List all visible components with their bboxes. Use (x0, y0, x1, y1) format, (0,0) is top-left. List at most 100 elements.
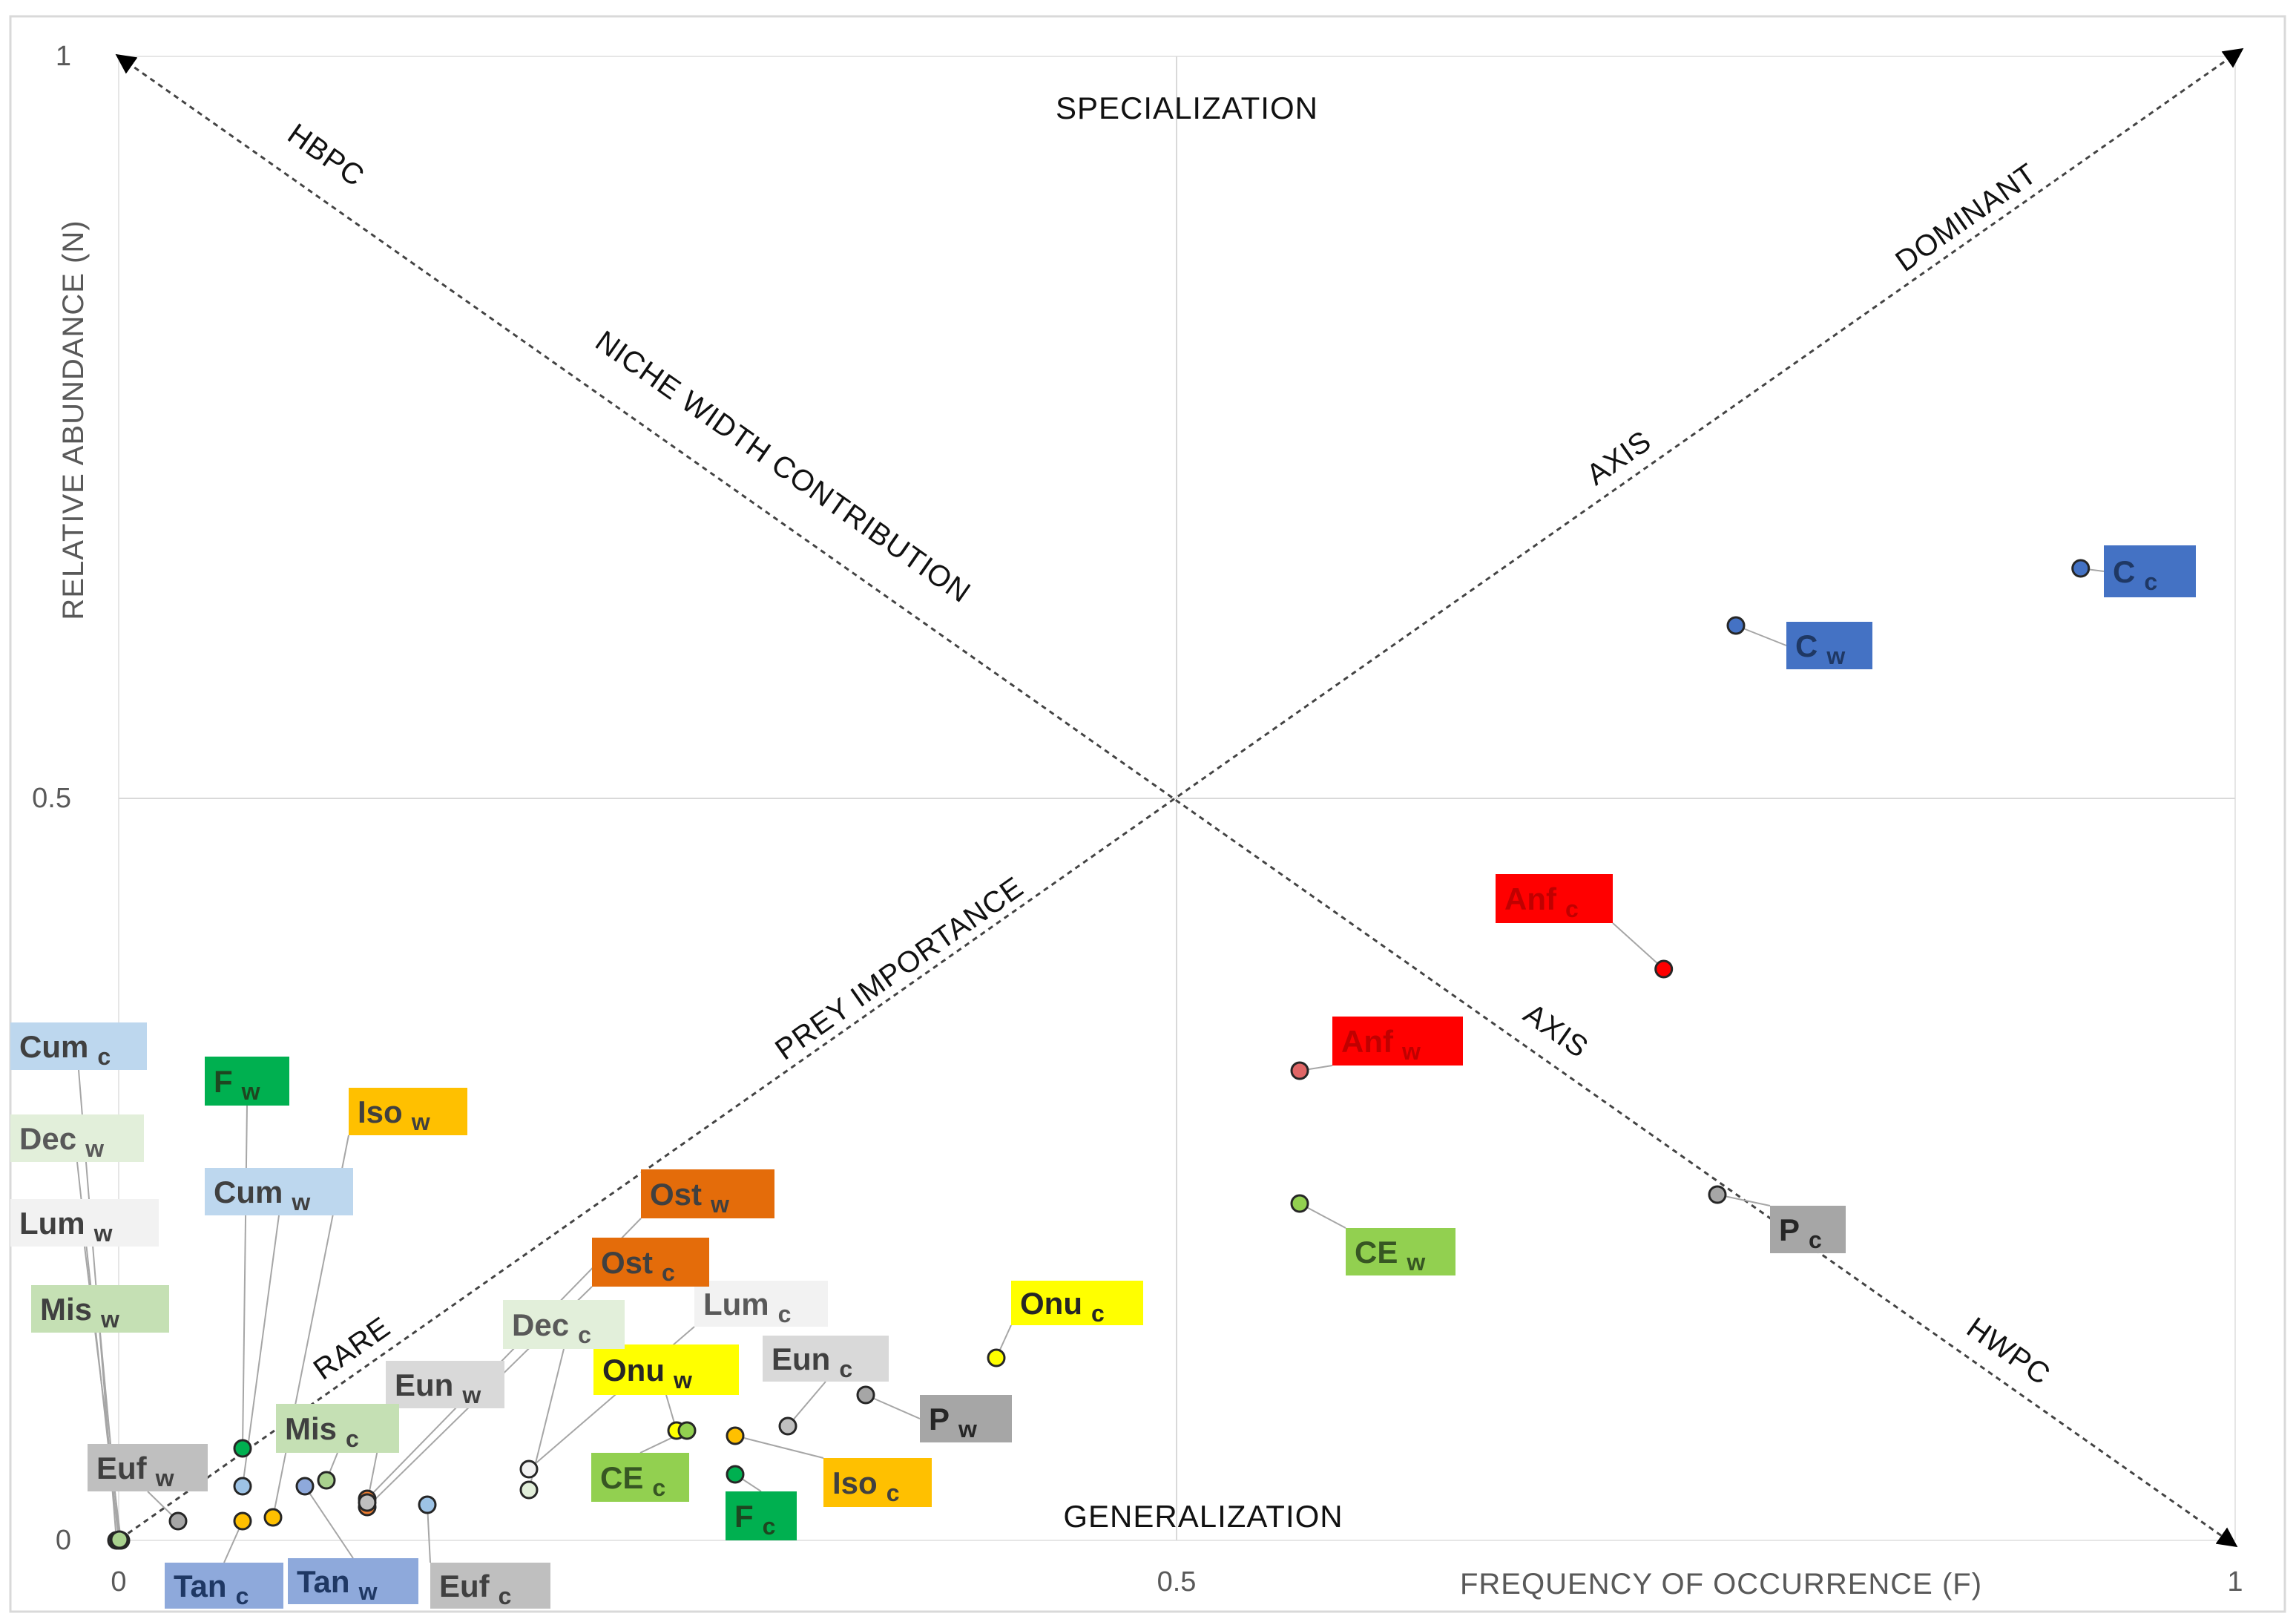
point-label-cum-w: Cum w (214, 1175, 310, 1215)
data-point-onu-c (987, 1348, 1006, 1367)
point-label-tan-w: Tan w (297, 1564, 378, 1605)
point-label-onu-w: Onu w (602, 1353, 692, 1393)
label-box-lum-c (694, 1281, 828, 1327)
plot-area (115, 47, 2244, 1548)
label-box-mis-w (31, 1285, 169, 1333)
point-label-dec-w: Dec w (19, 1121, 104, 1162)
x-axis-title: FREQUENCY OF OCCURRENCE (F) (1460, 1568, 1982, 1600)
point-label-dec-c: Dec c (512, 1307, 591, 1348)
leader-line-p-w (865, 1394, 921, 1419)
data-point-tan-w (295, 1477, 315, 1496)
label-box-dec-w (10, 1114, 144, 1162)
data-point-p-w (856, 1385, 875, 1405)
label-box-anf-w (1332, 1017, 1463, 1066)
label-box-iso-c (823, 1458, 932, 1507)
point-label-ce-w: CE w (1355, 1235, 1425, 1275)
point-label-anf-w: Anf w (1341, 1024, 1421, 1065)
label-box-ost-w (641, 1169, 774, 1218)
hwpc-label: HWPC (1961, 1311, 2056, 1391)
axis-lower-label: AXIS (1518, 997, 1594, 1065)
data-point-iso-w (263, 1508, 283, 1527)
data-point-p-c (1708, 1185, 1727, 1204)
point-label-eun-c: Eun c (772, 1342, 852, 1382)
point-label-lum-c: Lum c (703, 1287, 791, 1327)
label-box-ost-c (592, 1238, 709, 1287)
data-point-ce-c (677, 1421, 697, 1440)
leader-line-eun-c (787, 1381, 826, 1427)
data-point-mis-w (110, 1530, 129, 1549)
data-point-euf-w (168, 1511, 188, 1531)
niche-width-label: NICHE WIDTH CONTRIBUTION (590, 324, 977, 609)
leader-line-euf-c (427, 1504, 431, 1563)
data-point-anf-w (1290, 1061, 1309, 1080)
data-point-c-w (1726, 616, 1746, 635)
label-box-euf-c (430, 1563, 550, 1609)
point-label-euf-c: Euf c (439, 1569, 511, 1609)
y-tick-1: 1 (56, 41, 71, 72)
label-box-ce-w (1346, 1228, 1455, 1275)
point-label-tan-c: Tan c (174, 1569, 249, 1609)
data-point-iso-c (726, 1426, 745, 1445)
point-label-mis-w: Mis w (40, 1292, 119, 1333)
data-point-f-c (726, 1465, 745, 1484)
label-box-lum-w (10, 1199, 159, 1247)
data-point-mis-c (317, 1471, 336, 1490)
label-box-f-c (726, 1491, 797, 1540)
hbpc-label: HBPC (282, 117, 371, 193)
x-tick-0.5: 0.5 (1157, 1566, 1197, 1598)
point-label-euf-w: Euf w (96, 1451, 174, 1491)
label-box-f-w (205, 1057, 289, 1106)
point-label-lum-w: Lum w (19, 1206, 113, 1247)
specialization-label: SPECIALIZATION (1056, 91, 1318, 125)
y-axis-title: RELATIVE ABUNDANCE (N) (57, 220, 90, 620)
label-box-eun-c (763, 1336, 889, 1382)
data-points (107, 559, 2091, 1550)
label-box-c-c (2104, 545, 2196, 597)
label-box-iso-w (349, 1088, 467, 1135)
data-point-lum-c (519, 1460, 539, 1479)
point-label-iso-w: Iso w (358, 1094, 430, 1135)
data-point-eun-w (358, 1493, 377, 1512)
label-box-onu-w (593, 1344, 739, 1395)
point-label-anf-c: Anf c (1504, 881, 1579, 922)
generalization-label: GENERALIZATION (1063, 1499, 1343, 1534)
point-label-iso-c: Iso c (832, 1465, 899, 1506)
data-point-tan-c (233, 1511, 252, 1531)
leader-line-iso-c (734, 1435, 824, 1459)
leader-line-tan-w (304, 1485, 354, 1559)
data-point-anf-c (1654, 959, 1674, 979)
chart-border (9, 15, 2286, 1613)
data-point-cum-w (233, 1477, 252, 1496)
prey-importance-axis-line (119, 47, 2244, 1540)
label-box-cum-w (205, 1168, 353, 1215)
leader-line-cum-w (242, 1215, 280, 1487)
data-point-euf-c (418, 1495, 437, 1514)
data-point-dec-c (519, 1480, 539, 1500)
point-label-eun-w: Eun w (395, 1367, 481, 1408)
point-label-ce-c: CE c (600, 1460, 665, 1501)
point-label-onu-c: Onu c (1020, 1286, 1105, 1327)
label-box-tan-w (288, 1558, 418, 1604)
point-label-mis-c: Mis c (285, 1411, 359, 1452)
point-label-ost-c: Ost c (601, 1245, 675, 1286)
leader-line-mis-w (99, 1332, 120, 1540)
label-box-cum-c (10, 1022, 147, 1070)
label-box-mis-c (276, 1404, 399, 1453)
data-point-ce-w (1290, 1194, 1309, 1213)
label-box-c-w (1786, 622, 1872, 669)
label-box-onu-c (1011, 1281, 1143, 1325)
label-box-anf-c (1496, 874, 1613, 923)
label-box-dec-c (503, 1300, 625, 1349)
y-tick-0.5: 0.5 (32, 783, 71, 814)
data-point-eun-c (778, 1416, 797, 1436)
niche-width-axis-line (115, 53, 2238, 1548)
label-box-p-w (920, 1395, 1012, 1442)
data-point-c-c (2071, 559, 2091, 578)
